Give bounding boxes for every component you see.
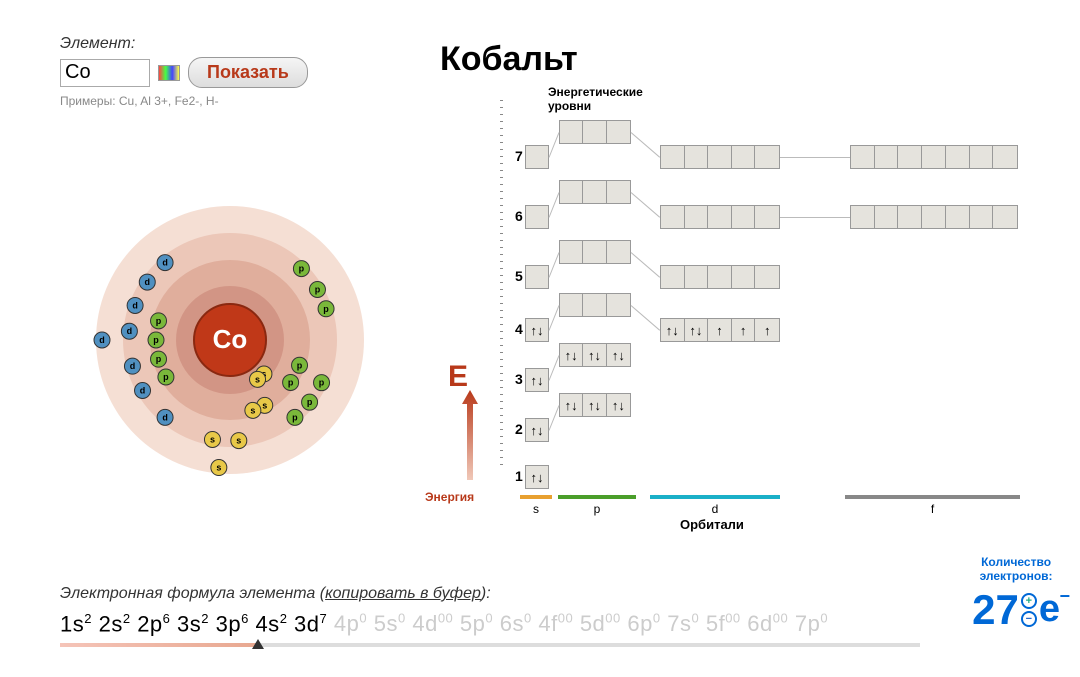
sublevel-label: d [650,502,780,516]
formula-text: 1s2 2s2 2p6 3s2 3p6 4s2 3d7 4p0 5s0 4d00… [60,611,930,637]
svg-text:d: d [127,326,133,336]
level-number: 3 [515,371,523,387]
sublevel-bar [650,495,780,499]
connector-line [549,132,560,157]
energy-levels-label: Энергетическиеуровни [548,85,643,114]
sublevel-label: p [558,502,636,516]
examples-text: Примеры: Cu, Al 3+, Fe2-, H- [60,94,308,108]
orbital-block [850,205,1018,229]
orbital-block: ↑↓↑↓↑↓ [559,343,631,367]
svg-text:s: s [236,436,241,446]
svg-text:d: d [140,386,146,396]
svg-text:d: d [162,412,168,422]
energy-arrow-icon [460,390,480,480]
electron-count: 27 [972,586,1019,634]
connector-line [631,252,661,278]
orbital-block [660,205,780,229]
minus-button[interactable]: − [1021,611,1037,627]
formula-title: Электронная формула элемента (копировать… [60,585,930,603]
connector-line [549,405,560,430]
svg-text:p: p [153,335,159,345]
level-number: 5 [515,268,523,284]
svg-text:p: p [163,372,169,382]
svg-text:s: s [255,374,260,384]
svg-text:p: p [288,377,294,387]
electron-count-label: Количествоэлектронов: [972,555,1060,584]
connector-line [631,132,661,158]
orbital-block: ↑↓ [525,465,549,489]
atom-diagram: Cossssppppppssppppppdddddddds [90,200,370,480]
orbital-block: ↑↓ [525,318,549,342]
electron-slider[interactable] [60,643,920,647]
periodic-table-icon[interactable] [158,65,180,81]
svg-text:p: p [156,316,162,326]
sublevel-bar [845,495,1020,499]
connector-line [780,157,850,158]
orbital-block: ↑↓ [525,368,549,392]
connector-line [549,252,560,277]
sublevel-bar [558,495,636,499]
orbital-block [559,240,631,264]
element-label: Элемент: [60,35,308,53]
electron-symbol: e [1039,588,1060,631]
orbital-block: ↑↓ [525,418,549,442]
connector-line [549,355,560,380]
sublevel-label: f [845,502,1020,516]
energy-E: E [448,360,468,394]
orbital-block [559,293,631,317]
orbital-block [525,205,549,229]
orbitals-label: Орбитали [680,517,744,532]
svg-text:s: s [250,405,255,415]
svg-text:d: d [132,300,138,310]
connector-line [780,217,850,218]
svg-text:s: s [210,434,215,444]
orbital-block [660,145,780,169]
sublevel-bar [520,495,552,499]
svg-text:s: s [216,463,221,473]
svg-text:s: s [262,400,267,410]
connector-line [631,192,661,218]
level-number: 7 [515,148,523,164]
connector-line [549,192,560,217]
svg-text:Co: Co [213,324,248,354]
orbital-block [559,180,631,204]
orbital-block: ↑↓↑↓↑↑↑ [660,318,780,342]
level-number: 4 [515,321,523,337]
svg-text:d: d [99,335,105,345]
svg-text:p: p [299,264,305,274]
svg-text:d: d [130,361,136,371]
energy-scale [500,95,503,465]
svg-text:p: p [323,304,329,314]
svg-text:p: p [315,285,321,295]
show-button[interactable]: Показать [188,57,308,88]
svg-text:d: d [145,277,151,287]
level-number: 1 [515,468,523,484]
svg-text:d: d [162,258,168,268]
svg-text:p: p [292,412,298,422]
orbital-block [660,265,780,289]
svg-text:p: p [156,354,162,364]
orbital-block [850,145,1018,169]
svg-text:p: p [319,378,325,388]
sublevel-label: s [520,502,552,516]
copy-link[interactable]: копировать в буфер [325,585,481,602]
orbital-block [525,265,549,289]
element-input[interactable] [60,59,150,87]
level-number: 2 [515,421,523,437]
element-title: Кобальт [440,40,578,79]
connector-line [549,305,560,330]
connector-line [631,305,661,331]
level-number: 6 [515,208,523,224]
orbital-block [559,120,631,144]
energy-label: Энергия [425,490,474,504]
plus-button[interactable]: + [1021,593,1037,609]
svg-text:p: p [307,397,313,407]
svg-text:p: p [297,360,303,370]
orbital-block [525,145,549,169]
orbital-block: ↑↓↑↓↑↓ [559,393,631,417]
